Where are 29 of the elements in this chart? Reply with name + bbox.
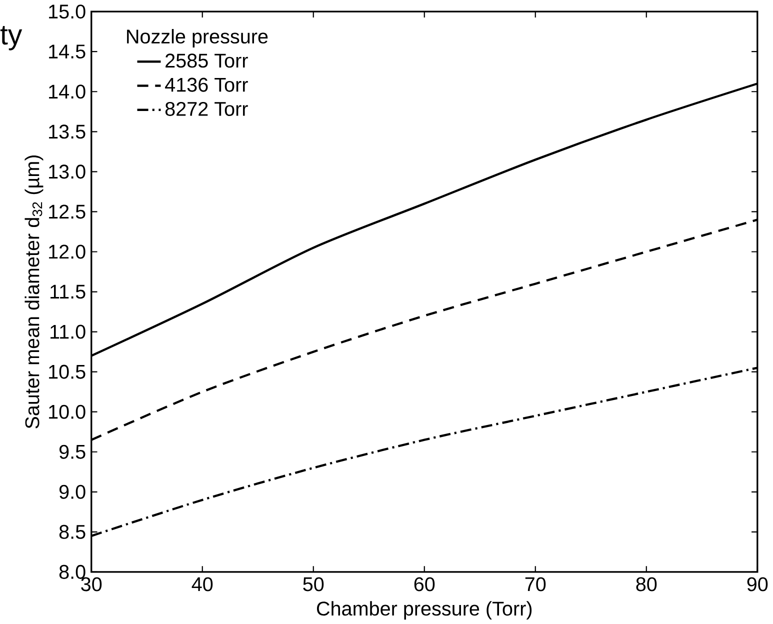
y-tick-label: 15.0 bbox=[49, 4, 86, 19]
y-tick-label: 11.0 bbox=[50, 324, 86, 339]
x-tick-label: 50 bbox=[303, 577, 324, 592]
y-axis-title: Sauter mean diameter d$_{32}$ (µm) bbox=[24, 155, 44, 428]
y-tick-label: 13.0 bbox=[49, 164, 86, 179]
x-axis-title: Chamber pressure (Torr) bbox=[316, 601, 532, 620]
y-tick-label: 9.0 bbox=[59, 484, 86, 499]
legend-label: 8272 Torr bbox=[165, 102, 248, 116]
text: ty bbox=[0, 26, 22, 50]
x-tick-label: 40 bbox=[192, 577, 213, 592]
x-tick-label: 70 bbox=[525, 577, 546, 592]
legend-title: Nozzle pressure bbox=[127, 28, 268, 48]
y-tick-label: 12.5 bbox=[49, 204, 86, 219]
legend-label: 4136 Torr bbox=[165, 78, 248, 92]
y-tick-label: 14.0 bbox=[49, 84, 86, 99]
y-tick-label: 14.5 bbox=[49, 44, 86, 58]
y-tick-label: 10.5 bbox=[49, 364, 86, 379]
y-tick-label: 11.5 bbox=[50, 284, 86, 299]
y-tick-label: 8.0 bbox=[59, 564, 86, 579]
x-tick-label: 60 bbox=[414, 577, 435, 592]
y-tick-label: 10.0 bbox=[49, 404, 86, 419]
y-tick-label: 9.5 bbox=[59, 444, 86, 459]
y-tick-label: 8.5 bbox=[59, 524, 86, 539]
x-tick-label: 30 bbox=[81, 577, 102, 592]
y-tick-label: 13.5 bbox=[49, 124, 86, 139]
legend-label: 2585 Torr bbox=[166, 54, 248, 68]
x-tick-label: 80 bbox=[636, 577, 657, 592]
y-tick-label: 12.0 bbox=[49, 244, 86, 259]
x-tick-label: 90 bbox=[747, 577, 768, 592]
